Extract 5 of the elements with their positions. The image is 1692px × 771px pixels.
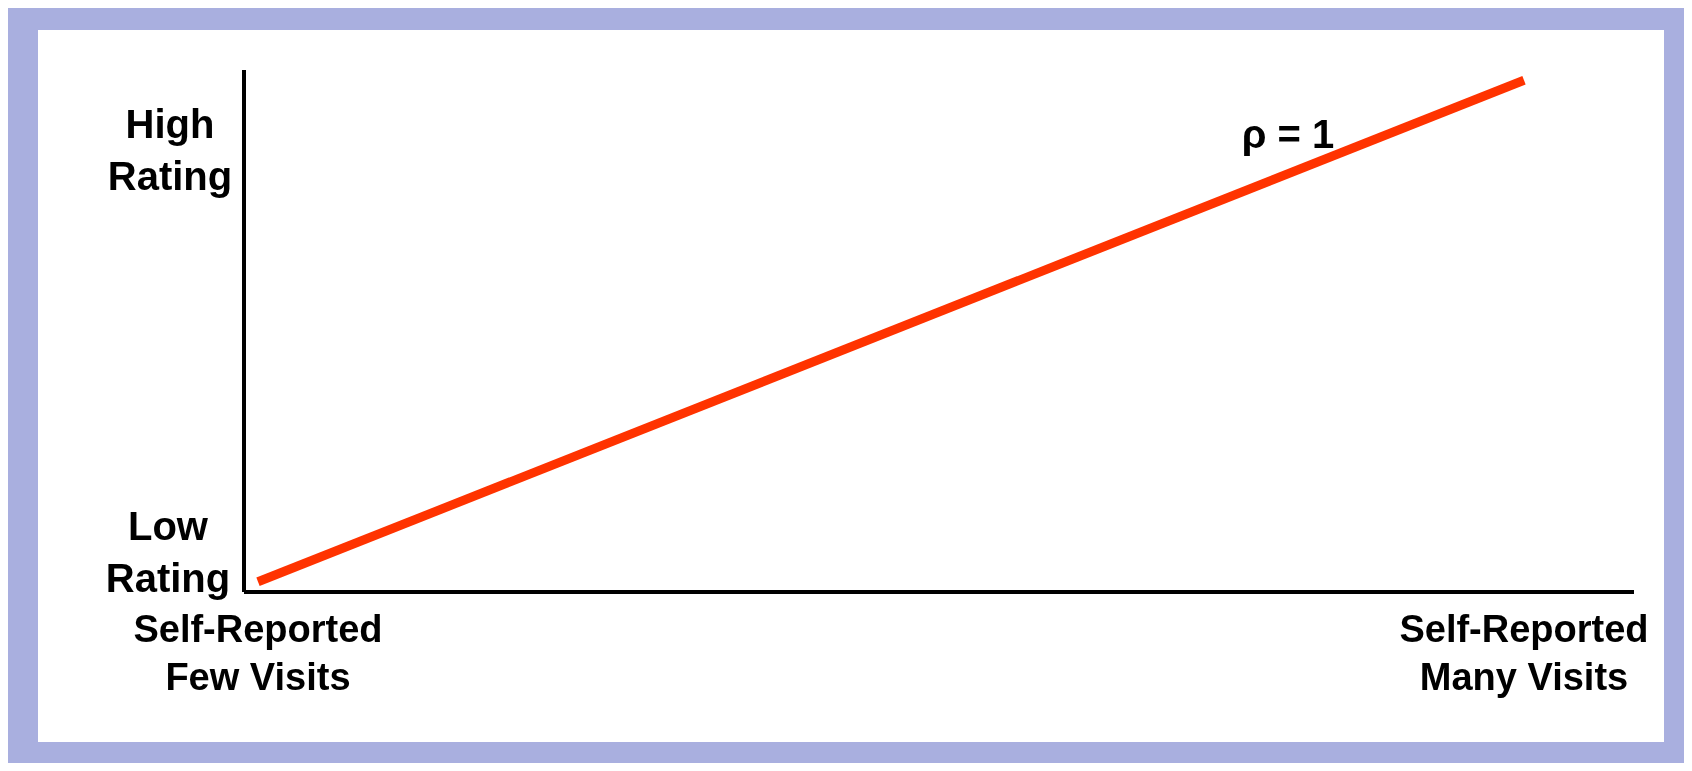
annotation: ρ = 1 — [1241, 112, 1335, 156]
annotation: High Rating — [107, 102, 233, 198]
x-tick-label: Self-Reported Many Visits — [1399, 608, 1649, 698]
annotation: Low Rating — [105, 504, 231, 600]
x-tick-label: Self-Reported Few Visits — [133, 608, 383, 698]
